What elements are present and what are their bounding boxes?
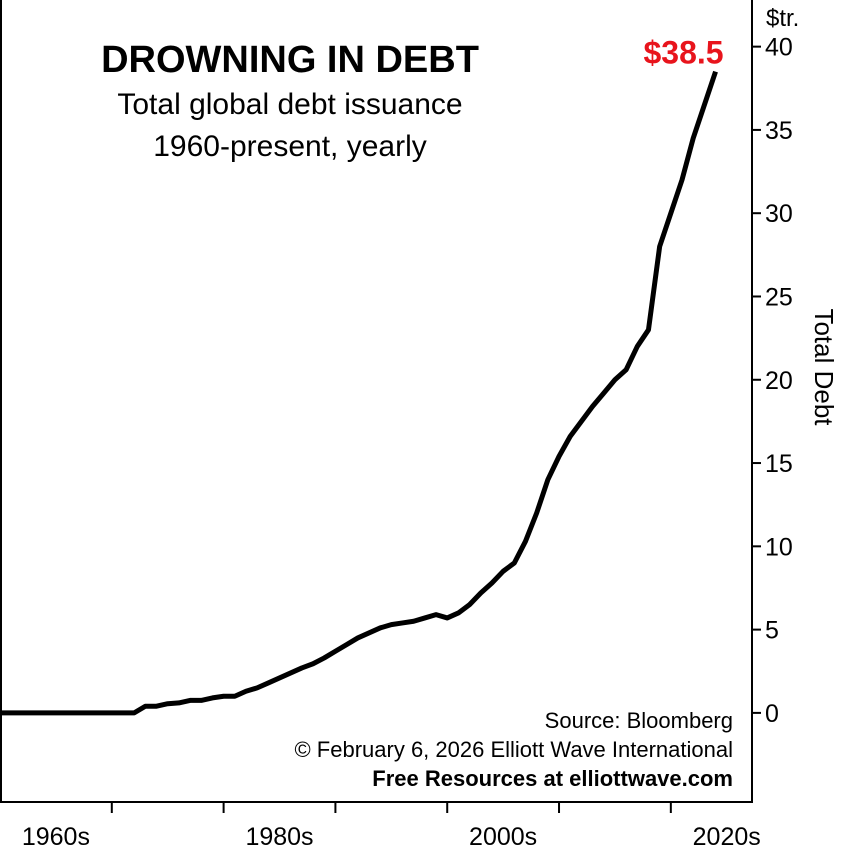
y-tick-label: 10 bbox=[765, 533, 793, 561]
y-tick-label: 40 bbox=[765, 34, 793, 62]
y-unit: $tr. bbox=[766, 5, 799, 32]
x-tick-label: 1960s bbox=[22, 823, 90, 851]
source: Source: Bloomberg bbox=[545, 708, 733, 733]
x-tick-label: 1980s bbox=[245, 823, 313, 851]
y-tick-label: 35 bbox=[765, 117, 793, 145]
y-axis-label: Total Debt bbox=[809, 308, 839, 426]
source: Free Resources at elliottwave.com bbox=[372, 766, 733, 791]
source: © February 6, 2026 Elliott Wave Internat… bbox=[294, 737, 733, 762]
chart-title: DROWNING IN DEBT bbox=[101, 39, 479, 81]
y-tick-label: 5 bbox=[765, 617, 779, 645]
end-label: $38.5 bbox=[643, 35, 723, 71]
y-tick-label: 20 bbox=[765, 367, 793, 395]
y-tick-label: 15 bbox=[765, 450, 793, 478]
x-tick-label: 2000s bbox=[469, 823, 537, 851]
subtitle: Total global debt issuance bbox=[117, 88, 462, 121]
x-tick-label: 2020s bbox=[693, 823, 761, 851]
y-tick-label: 25 bbox=[765, 283, 793, 311]
subtitle: 1960-present, yearly bbox=[153, 130, 427, 163]
y-tick-label: 0 bbox=[765, 700, 779, 728]
line bbox=[0, 70, 718, 716]
y-tick-label: 30 bbox=[765, 200, 793, 228]
